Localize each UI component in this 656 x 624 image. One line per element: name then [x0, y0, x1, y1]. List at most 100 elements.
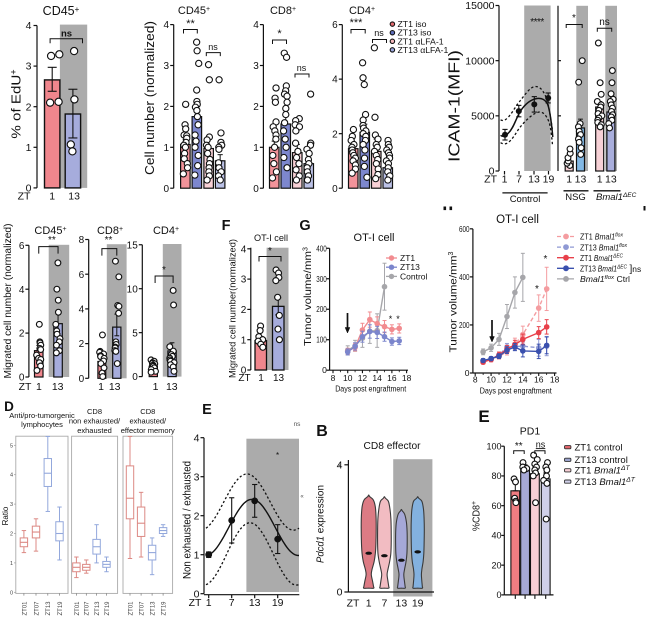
- svg-text:ZT19: ZT19: [162, 601, 168, 616]
- svg-text:OT-I cell: OT-I cell: [496, 214, 539, 226]
- svg-text:D: D: [4, 399, 14, 414]
- svg-text:8: 8: [473, 375, 478, 385]
- svg-text:CD8: CD8: [87, 407, 102, 416]
- svg-text:1: 1: [10, 561, 13, 567]
- svg-text:ZT07: ZT07: [34, 601, 40, 616]
- svg-text:5: 5: [10, 443, 13, 449]
- svg-text:*: *: [277, 28, 282, 40]
- svg-text:4: 4: [332, 75, 338, 86]
- svg-text:4: 4: [241, 244, 247, 255]
- svg-text:ZT13 Bmal1ΔEC: ZT13 Bmal1ΔEC: [580, 264, 628, 273]
- svg-text:6: 6: [332, 20, 338, 31]
- svg-text:Non exhausted / exhausted: Non exhausted / exhausted: [182, 461, 194, 579]
- svg-text:ns: ns: [61, 29, 72, 40]
- svg-text:PD1: PD1: [520, 426, 541, 438]
- svg-text:*: *: [276, 451, 279, 460]
- svg-text:ZT13 control: ZT13 control: [575, 455, 628, 466]
- svg-text:4: 4: [26, 20, 32, 32]
- svg-text:3: 3: [241, 275, 247, 286]
- svg-text:NSG: NSG: [565, 192, 586, 203]
- svg-text:0: 0: [26, 183, 32, 195]
- svg-text:ZT13 iso: ZT13 iso: [398, 28, 432, 38]
- svg-text:100: 100: [486, 441, 501, 451]
- svg-text:CD8+: CD8+: [97, 225, 123, 237]
- svg-text:1: 1: [566, 174, 572, 186]
- svg-text:1: 1: [253, 143, 259, 154]
- svg-text:Migrated cell number (normaliz: Migrated cell number (normalized): [3, 224, 14, 379]
- svg-text:4: 4: [19, 285, 25, 296]
- svg-text:2: 2: [79, 339, 85, 350]
- svg-text:non exhausted/: non exhausted/: [69, 417, 121, 426]
- svg-text:effector memory: effector memory: [121, 426, 175, 435]
- svg-text:15: 15: [127, 240, 139, 251]
- svg-text:1: 1: [258, 373, 264, 384]
- svg-text:ns: ns: [297, 63, 307, 73]
- svg-text:2: 2: [19, 329, 25, 340]
- svg-text:14: 14: [518, 375, 528, 385]
- svg-text:ZT1 control: ZT1 control: [575, 443, 623, 454]
- svg-text:0: 0: [19, 373, 25, 384]
- svg-text:10: 10: [127, 284, 139, 295]
- svg-text:% of EdU+: % of EdU+: [9, 69, 24, 138]
- svg-text:80: 80: [491, 471, 501, 481]
- svg-text:0: 0: [253, 184, 259, 195]
- svg-text:ZT13: ZT13: [46, 601, 52, 616]
- svg-text:**: **: [48, 235, 56, 246]
- svg-text:19: 19: [272, 597, 284, 609]
- svg-text:6: 6: [19, 241, 25, 252]
- svg-text:100: 100: [316, 335, 327, 345]
- svg-text:4: 4: [194, 432, 200, 444]
- svg-text:13: 13: [68, 191, 80, 203]
- svg-text:Migrated cell number(normalize: Migrated cell number(normalized): [228, 239, 239, 378]
- svg-text:*: *: [572, 13, 576, 24]
- svg-text:13: 13: [528, 174, 540, 186]
- svg-text:exhausted/: exhausted/: [129, 417, 167, 426]
- svg-text:*: *: [162, 265, 166, 276]
- svg-text:ns: ns: [374, 28, 384, 38]
- svg-text:13: 13: [52, 381, 64, 393]
- svg-text:***: ***: [350, 17, 364, 29]
- svg-text:0: 0: [322, 365, 327, 375]
- svg-text:ZT13: ZT13: [151, 601, 157, 616]
- svg-text:0: 0: [489, 166, 495, 178]
- svg-text:1: 1: [26, 142, 32, 154]
- svg-text:13: 13: [396, 598, 408, 610]
- svg-text:ZT: ZT: [484, 174, 497, 186]
- svg-text:F: F: [222, 218, 231, 234]
- svg-text:19: 19: [543, 174, 555, 186]
- svg-text:Days post engraftment: Days post engraftment: [480, 387, 553, 396]
- svg-text:3: 3: [253, 61, 259, 72]
- svg-text:12: 12: [358, 373, 368, 383]
- svg-text:CD8: CD8: [140, 407, 155, 416]
- svg-text:1: 1: [153, 381, 159, 393]
- svg-text:1: 1: [36, 381, 42, 393]
- svg-text:E: E: [202, 402, 212, 418]
- svg-text:CD45+: CD45+: [178, 5, 210, 17]
- svg-text:Pdcd1 expression: Pdcd1 expression: [315, 485, 327, 563]
- svg-text:4: 4: [10, 473, 13, 479]
- svg-text:13: 13: [166, 381, 178, 393]
- svg-text:ZT19: ZT19: [105, 601, 111, 616]
- svg-text:]ns: ]ns: [630, 264, 642, 275]
- svg-text:0: 0: [79, 374, 85, 385]
- svg-text:60: 60: [491, 501, 501, 511]
- svg-text:2: 2: [163, 102, 169, 113]
- svg-text:ZT01: ZT01: [22, 601, 28, 616]
- svg-text:ZT13 Bmal1ΔT: ZT13 Bmal1ΔT: [575, 476, 636, 488]
- svg-text:7: 7: [381, 598, 387, 610]
- svg-text:Cell number (normalized): Cell number (normalized): [142, 21, 157, 175]
- svg-text:ns: ns: [536, 440, 546, 450]
- svg-text:200: 200: [459, 320, 470, 330]
- svg-text:*: *: [389, 314, 393, 324]
- svg-text:ICAM-1(MFI): ICAM-1(MFI): [447, 50, 464, 162]
- svg-text:ZT1: ZT1: [400, 253, 415, 263]
- svg-text:ZT13: ZT13: [95, 601, 101, 616]
- svg-text:Ratio: Ratio: [1, 506, 10, 525]
- svg-text:600: 600: [459, 224, 470, 234]
- svg-text:Days post engraftment: Days post engraftment: [335, 385, 407, 394]
- svg-text:2: 2: [332, 129, 338, 140]
- svg-text:**: **: [105, 235, 113, 246]
- svg-text:ZT1 Bmal1ΔEC: ZT1 Bmal1ΔEC: [580, 254, 624, 263]
- svg-text:CD45+: CD45+: [34, 225, 66, 237]
- svg-text:ZT1 αLFA-1: ZT1 αLFA-1: [398, 36, 444, 46]
